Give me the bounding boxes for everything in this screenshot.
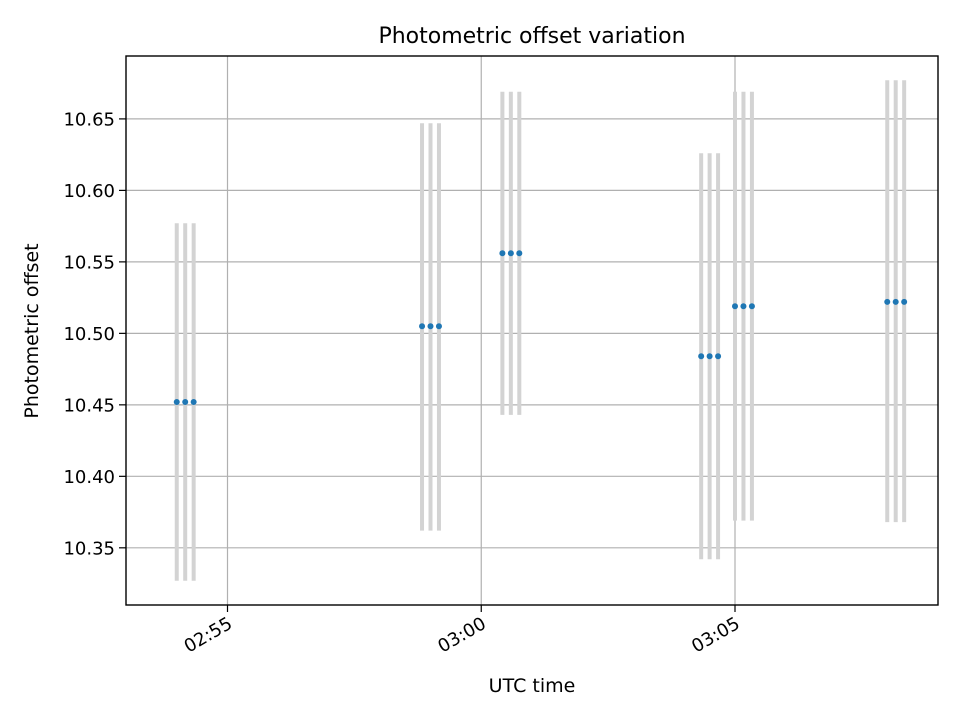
y-tick-label: 10.45 — [63, 395, 115, 416]
data-point — [419, 323, 426, 330]
plot-frame — [125, 55, 939, 606]
grid-layer — [126, 56, 938, 605]
x-tick-label: 03:05 — [688, 613, 743, 657]
x-tick-label: 03:00 — [434, 613, 489, 657]
x-tick-label: 02:55 — [181, 613, 236, 657]
data-point-layer — [173, 250, 908, 405]
y-tick-label: 10.65 — [63, 109, 115, 130]
data-point — [740, 303, 747, 310]
data-point — [427, 323, 434, 330]
data-point — [706, 353, 713, 360]
x-tick-layer: 02:55 03:00 03:05 — [181, 605, 744, 657]
data-point — [435, 323, 442, 330]
data-point — [507, 250, 514, 257]
data-point — [516, 250, 523, 257]
y-tick-label: 10.55 — [63, 252, 115, 273]
y-tick-label: 10.60 — [63, 181, 115, 202]
data-point — [698, 353, 705, 360]
data-point — [715, 353, 722, 360]
data-point — [499, 250, 506, 257]
data-point — [173, 398, 180, 405]
y-tick-label: 10.50 — [63, 324, 115, 345]
x-axis-label: UTC time — [489, 675, 576, 697]
y-tick-label: 10.35 — [63, 538, 115, 559]
data-point — [732, 303, 738, 310]
error-bar-layer — [174, 80, 907, 581]
y-tick-label: 10.40 — [63, 467, 115, 488]
y-axis-label: Photometric offset — [21, 243, 43, 418]
chart-title: Photometric offset variation — [378, 24, 685, 49]
data-point — [748, 303, 755, 310]
data-point — [901, 298, 908, 305]
data-point — [884, 298, 891, 305]
data-point — [190, 398, 197, 405]
data-point — [892, 298, 899, 305]
y-tick-layer: 10.35 10.40 10.45 10.50 10.55 10.60 10.65 — [63, 109, 126, 559]
data-point — [182, 398, 189, 405]
